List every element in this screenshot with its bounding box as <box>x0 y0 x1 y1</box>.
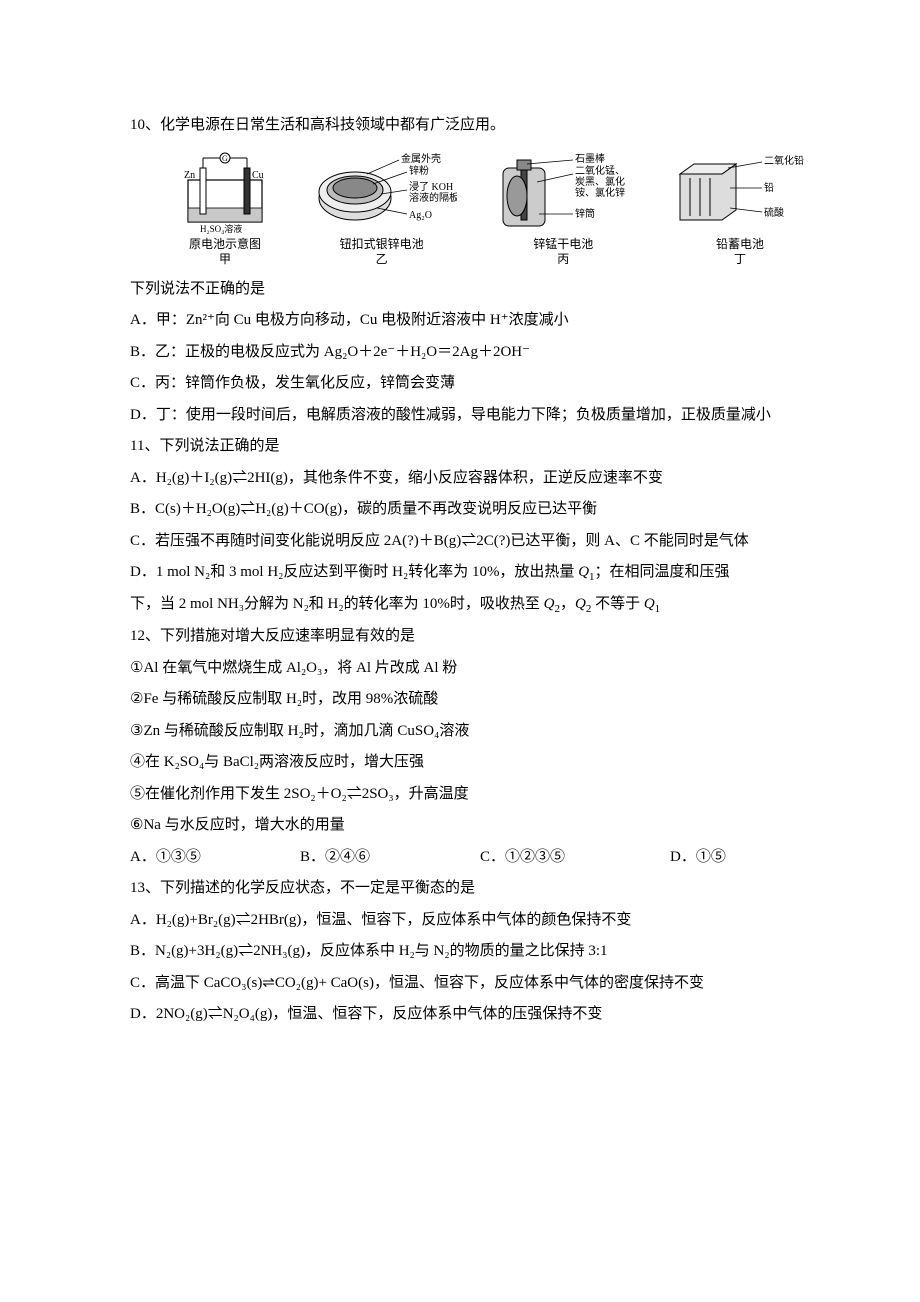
fig-bing-caption2: 丙 <box>557 252 569 268</box>
fig-ding-caption2: 丁 <box>734 252 746 268</box>
q12-i3: ③Zn 与稀硫酸反应制取 H₂时，滴加几滴 CuSO₄溶液 <box>130 716 800 748</box>
cu-label: Cu <box>252 170 264 181</box>
q13-optA: A．H₂(g)+Br₂(g)⇌2HBr(g)，恒温、恒容下，反应体系中气体的颜色… <box>130 905 800 937</box>
mno2-label1: 二氧化锰、 <box>575 164 625 177</box>
fig-bing-caption1: 锌锰干电池 <box>533 237 593 253</box>
fig-bing: 石墨棒 二氧化锰、 炭黑、氯化 铵、氯化锌 锌筒 锌锰干电池 丙 <box>483 150 643 268</box>
q12-i2: ②Fe 与稀硫酸反应制取 H₂时，改用 98%浓硫酸 <box>130 684 800 716</box>
h2so4-label2: 硫酸 <box>764 206 784 219</box>
q11-optD-l1: D．1 mol N₂和 3 mol H₂反应达到平衡时 H₂转化率为 10%，放… <box>130 557 800 589</box>
q11-stem: 11、下列说法正确的是 <box>130 431 800 463</box>
q11-optC: C．若压强不再随时间变化能说明反应 2A(?)＋B(g)⇌2C(?)已达平衡，则… <box>130 526 800 558</box>
fig-yi: 金属外壳 锌粉 浸了 KOH 溶液的隔板 Ag₂O 钮扣式银锌电池 乙 <box>307 150 457 268</box>
mno2-label2: 炭黑、氯化 <box>575 175 625 188</box>
q10-lead: 下列说法不正确的是 <box>130 274 800 306</box>
q12-options: A．①③⑤ B．②④⑥ C．①②③⑤ D．①⑤ <box>130 842 800 874</box>
fig-ding: 二氧化铅 铅 硫酸 铅蓄电池 丁 <box>670 150 810 268</box>
q10-optC: C．丙：锌筒作负极，发生氧化反应，锌筒会变薄 <box>130 368 800 400</box>
pb-label: 铅 <box>764 181 774 194</box>
q12-i4: ④在 K₂SO₄与 BaCl₂两溶液反应时，增大压强 <box>130 747 800 779</box>
h2so4-label: H₂SO₄溶液 <box>200 223 242 234</box>
zn-can-label: 锌筒 <box>575 207 595 220</box>
fig-jia-caption1: 原电池示意图 <box>189 237 261 253</box>
zn-label: Zn <box>184 170 195 181</box>
dry-cell-icon: 石墨棒 二氧化锰、 炭黑、氯化 铵、氯化锌 锌筒 <box>483 150 643 235</box>
q11-optD-l2: 下，当 2 mol NH₃分解为 N₂和 H₂的转化率为 10%时，吸收热至 Q… <box>130 589 800 621</box>
q12-optA: A．①③⑤ <box>130 842 300 874</box>
ag2o-label: Ag₂O <box>409 210 432 221</box>
q13-stem: 13、下列描述的化学反应状态，不一定是平衡态的是 <box>130 873 800 905</box>
q12-optB: B．②④⑥ <box>300 842 480 874</box>
q10-optD: D．丁：使用一段时间后，电解质溶液的酸性减弱，导电能力下降；负极质量增加，正极质… <box>130 400 800 432</box>
koh-label1: 浸了 KOH <box>409 181 453 193</box>
fig-ding-caption1: 铅蓄电池 <box>716 237 764 253</box>
q10-optA: A．甲：Zn²⁺向 Cu 电极方向移动，Cu 电极附近溶液中 H⁺浓度减小 <box>130 305 800 337</box>
galvanic-cell-icon: G Zn Cu H₂SO₄溶液 <box>170 150 280 235</box>
q12-optC: C．①②③⑤ <box>480 842 670 874</box>
q11-optA: A．H₂(g)＋I₂(g)⇌2HI(g)，其他条件不变，缩小反应容器体积，正逆反… <box>130 463 800 495</box>
fig-jia: G Zn Cu H₂SO₄溶液 原电池示意图 甲 <box>170 150 280 268</box>
shell-label: 金属外壳 <box>401 152 441 165</box>
fig-jia-caption2: 甲 <box>219 252 231 268</box>
q13-optD: D．2NO₂(g)⇌N₂O₄(g)，恒温、恒容下，反应体系中气体的压强保持不变 <box>130 999 800 1031</box>
q12-stem: 12、下列措施对增大反应速率明显有效的是 <box>130 621 800 653</box>
button-cell-icon: 金属外壳 锌粉 浸了 KOH 溶液的隔板 Ag₂O <box>307 150 457 235</box>
lead-acid-icon: 二氧化铅 铅 硫酸 <box>670 150 810 235</box>
mno2-label3: 铵、氯化锌 <box>575 186 625 199</box>
graphite-label: 石墨棒 <box>575 152 605 165</box>
q11-optB: B．C(s)＋H₂O(g)⇌H₂(g)＋CO(g)，碳的质量不再改变说明反应已达… <box>130 494 800 526</box>
fig-yi-caption2: 乙 <box>376 252 388 268</box>
q12-i1: ①Al 在氧气中燃烧生成 Al₂O₃，将 Al 片改成 Al 粉 <box>130 653 800 685</box>
meter-label: G <box>222 154 228 163</box>
q12-i6: ⑥Na 与水反应时，增大水的用量 <box>130 810 800 842</box>
q10-stem: 10、化学电源在日常生活和高科技领域中都有广泛应用。 <box>130 110 800 142</box>
q12-optD: D．①⑤ <box>670 842 790 874</box>
koh-label2: 溶液的隔板 <box>409 191 457 204</box>
q10-optB: B．乙：正极的电极反应式为 Ag₂O＋2e⁻＋H₂O＝2Ag＋2OH⁻ <box>130 337 800 369</box>
fig-yi-caption1: 钮扣式银锌电池 <box>340 237 424 253</box>
zn-powder-label: 锌粉 <box>409 164 429 177</box>
pbo2-label: 二氧化铅 <box>764 154 804 167</box>
q12-i5: ⑤在催化剂作用下发生 2SO₂＋O₂⇌2SO₃，升高温度 <box>130 779 800 811</box>
q13-optC: C．高温下 CaCO₃(s)⇌CO₂(g)+ CaO(s)，恒温、恒容下，反应体… <box>130 968 800 1000</box>
q10-figures: G Zn Cu H₂SO₄溶液 原电池示意图 甲 金属外壳 锌粉 浸了 KOH … <box>170 150 810 268</box>
q13-optB: B．N₂(g)+3H₂(g)⇌2NH₃(g)，反应体系中 H₂与 N₂的物质的量… <box>130 936 800 968</box>
